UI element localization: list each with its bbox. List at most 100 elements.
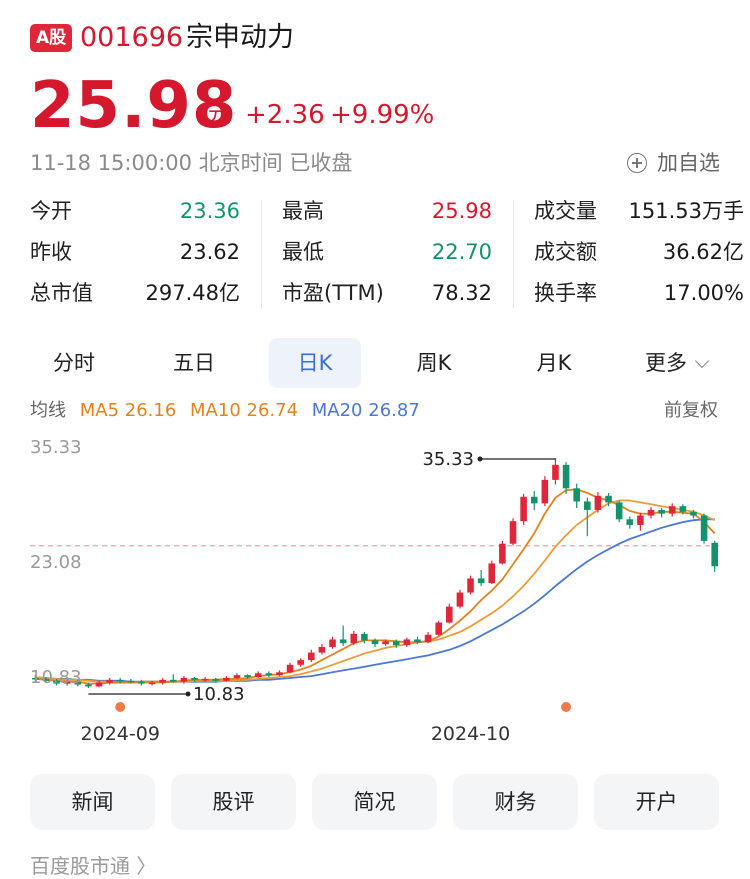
y-axis-label: 35.33 <box>30 437 82 458</box>
candle-body <box>42 678 50 681</box>
candle-body <box>530 496 538 504</box>
min-price-label: 10.83 <box>193 684 245 705</box>
candle-body <box>265 673 273 676</box>
candle-body <box>690 511 697 516</box>
stats-divider <box>261 200 262 308</box>
candle-body <box>700 515 708 541</box>
tab-monthly-k[interactable]: 月K <box>536 351 572 375</box>
candle-body <box>74 681 82 685</box>
min-price-dot <box>185 691 191 697</box>
candle-body <box>605 495 612 503</box>
candle-body <box>668 506 676 514</box>
candle-body <box>180 677 188 682</box>
x-axis-label: 2024-09 <box>81 723 160 745</box>
candle-body <box>350 633 358 644</box>
add-watchlist-label: 加自选 <box>657 151 720 175</box>
tab-more-label: 更多 <box>645 351 687 375</box>
pe-label: 市盈(TTM) <box>282 281 384 305</box>
amount-value: 36.62亿 <box>662 240 744 264</box>
candle-body <box>339 639 347 644</box>
stats-divider <box>513 200 514 308</box>
candle-body <box>286 664 294 673</box>
high-value: 25.98 <box>431 199 492 223</box>
ma-legend: 均线 MA5 26.16 MA10 26.74 MA20 26.87 <box>30 398 420 424</box>
pe-value: 78.32 <box>431 281 492 305</box>
price-change: +2.36 <box>245 100 325 130</box>
news-button[interactable]: 新闻 <box>30 774 155 830</box>
candle-body <box>85 684 92 687</box>
candle-body <box>63 681 71 684</box>
candle-body <box>711 542 718 567</box>
candle-body <box>276 672 283 676</box>
amount-label: 成交额 <box>534 240 597 264</box>
x-axis-label: 2024-10 <box>431 723 510 745</box>
candle-body <box>308 652 315 661</box>
ma5-value: MA5 26.16 <box>79 400 177 421</box>
candle-body <box>148 682 156 685</box>
tab-weekly-k[interactable]: 周K <box>416 351 452 375</box>
candle-body <box>53 680 60 684</box>
footer-brand-link[interactable]: 百度股市通 〉 <box>30 854 157 878</box>
candle-body <box>637 515 644 525</box>
candle-body <box>191 677 198 680</box>
candle-body <box>32 677 39 680</box>
candle-body <box>361 633 368 641</box>
max-price-dot <box>477 456 483 462</box>
candle-body <box>499 543 506 564</box>
tab-five-day[interactable]: 五日 <box>173 351 215 375</box>
candle-body <box>138 681 145 684</box>
ma10-value: MA10 26.74 <box>190 400 299 421</box>
low-label: 最低 <box>282 240 324 264</box>
candle-body <box>541 479 549 504</box>
tab-intraday[interactable]: 分时 <box>53 351 95 375</box>
stock-review-button[interactable]: 股评 <box>171 774 296 830</box>
candle-body <box>477 578 485 584</box>
volume-value: 151.53万手 <box>628 199 744 223</box>
candle-body <box>467 578 474 593</box>
candle-body <box>318 646 326 653</box>
prev-close-value: 23.62 <box>179 240 240 264</box>
candle-body <box>456 592 464 607</box>
price-change-percent: +9.99% <box>330 100 435 130</box>
a-share-badge: A股 <box>30 24 73 52</box>
candle-body <box>329 639 336 647</box>
candle-body <box>615 502 623 520</box>
tab-daily-k[interactable]: 日K <box>269 338 361 388</box>
stock-code: 001696 <box>80 22 184 53</box>
candle-body <box>116 679 124 682</box>
candle-body <box>382 641 389 645</box>
price-unit: 元 <box>208 102 231 127</box>
profile-button[interactable]: 简况 <box>312 774 437 830</box>
open-label: 今开 <box>30 199 72 223</box>
candle-body <box>233 675 241 678</box>
max-price-label: 35.33 <box>422 449 474 470</box>
prev-close-label: 昨收 <box>30 240 72 264</box>
candle-body <box>159 679 166 683</box>
candle-body <box>392 641 400 646</box>
finance-button[interactable]: 财务 <box>453 774 578 830</box>
market-cap-label: 总市值 <box>30 281 93 305</box>
tab-more[interactable]: 更多 <box>628 338 724 388</box>
low-value: 22.70 <box>431 240 492 264</box>
candle-body <box>573 488 580 502</box>
event-marker-dot <box>115 702 126 712</box>
adjust-mode-button[interactable]: 前复权 <box>664 400 718 421</box>
add-watchlist-button[interactable]: 加自选 <box>627 148 720 178</box>
candle-body <box>95 682 103 687</box>
candle-body <box>127 680 135 683</box>
ma20-line <box>35 518 715 683</box>
candle-body <box>414 639 421 643</box>
trade-time-status: 11-18 15:00:00 北京时间 已收盘 <box>30 151 353 175</box>
candle-body <box>658 509 665 514</box>
ma10-line <box>35 499 716 684</box>
kline-chart[interactable]: 35.33 10.83 35.33 23.08 10.83 2024-09 2024-10… <box>0 430 750 760</box>
open-account-button[interactable]: 开户 <box>594 774 719 830</box>
ma-label: 均线 <box>30 400 66 421</box>
candle-body <box>552 464 559 480</box>
ma5-line <box>35 488 716 685</box>
open-value: 23.36 <box>179 199 240 223</box>
y-axis-label: 10.83 <box>30 667 82 688</box>
volume-label: 成交量 <box>534 199 597 223</box>
candle-body <box>647 509 655 516</box>
candle-body <box>106 679 113 683</box>
